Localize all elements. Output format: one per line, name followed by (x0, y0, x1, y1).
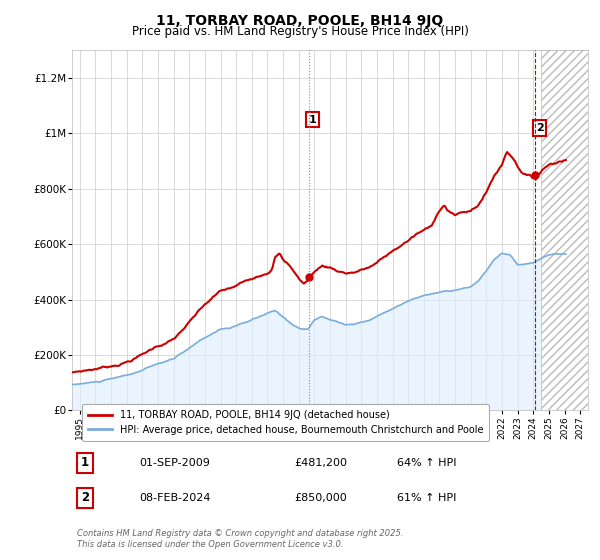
Text: £850,000: £850,000 (294, 493, 347, 502)
Legend: 11, TORBAY ROAD, POOLE, BH14 9JQ (detached house), HPI: Average price, detached : 11, TORBAY ROAD, POOLE, BH14 9JQ (detach… (82, 404, 489, 441)
Text: 61% ↑ HPI: 61% ↑ HPI (397, 493, 457, 502)
Text: 64% ↑ HPI: 64% ↑ HPI (397, 458, 457, 468)
Text: 2: 2 (81, 491, 89, 504)
Text: 2: 2 (536, 123, 544, 133)
Text: 1: 1 (308, 115, 316, 125)
Text: £481,200: £481,200 (294, 458, 347, 468)
Text: 08-FEB-2024: 08-FEB-2024 (139, 493, 211, 502)
Text: Contains HM Land Registry data © Crown copyright and database right 2025.
This d: Contains HM Land Registry data © Crown c… (77, 529, 404, 549)
Text: 01-SEP-2009: 01-SEP-2009 (139, 458, 210, 468)
Text: Price paid vs. HM Land Registry's House Price Index (HPI): Price paid vs. HM Land Registry's House … (131, 25, 469, 38)
Text: 1: 1 (81, 456, 89, 469)
Text: 11, TORBAY ROAD, POOLE, BH14 9JQ: 11, TORBAY ROAD, POOLE, BH14 9JQ (157, 14, 443, 28)
